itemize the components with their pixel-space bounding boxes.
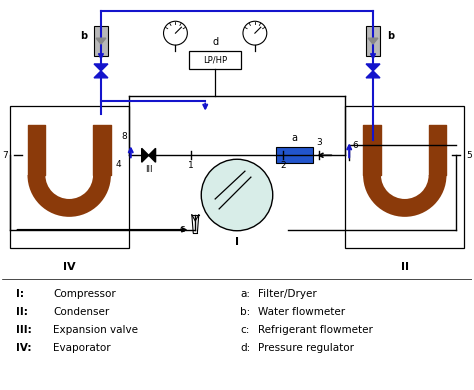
Text: c:: c:	[240, 325, 249, 335]
Text: I:: I:	[16, 289, 24, 299]
Circle shape	[201, 159, 273, 231]
Text: Pressure regulator: Pressure regulator	[258, 343, 354, 353]
Text: I: I	[235, 237, 239, 247]
Text: Expansion valve: Expansion valve	[53, 325, 138, 335]
Polygon shape	[366, 64, 380, 71]
Text: III: III	[145, 165, 152, 174]
Polygon shape	[142, 148, 149, 162]
Bar	[9, 106, 129, 248]
Bar	[276, 147, 313, 163]
Text: IV: IV	[63, 262, 75, 271]
Text: III:: III:	[16, 325, 31, 335]
Circle shape	[243, 21, 267, 45]
Text: Water flowmeter: Water flowmeter	[258, 307, 345, 317]
Text: 1: 1	[189, 161, 194, 170]
Bar	[189, 51, 241, 69]
Bar	[94, 26, 108, 56]
Text: 8: 8	[121, 132, 127, 142]
Text: 6: 6	[352, 141, 358, 150]
Text: 7: 7	[2, 151, 8, 160]
Text: b: b	[80, 31, 87, 41]
Polygon shape	[94, 64, 108, 71]
Text: Evaporator: Evaporator	[53, 343, 111, 353]
Text: 4: 4	[115, 160, 121, 169]
Bar	[366, 26, 380, 56]
Bar	[345, 106, 465, 248]
Text: 3: 3	[317, 138, 322, 147]
Polygon shape	[368, 38, 378, 44]
Text: Refrigerant flowmeter: Refrigerant flowmeter	[258, 325, 373, 335]
Wedge shape	[27, 175, 111, 217]
Text: 2: 2	[280, 161, 285, 170]
Text: d: d	[212, 37, 218, 47]
Text: 5: 5	[466, 151, 472, 160]
Circle shape	[164, 21, 187, 45]
Text: IV:: IV:	[16, 343, 31, 353]
Text: Condenser: Condenser	[53, 307, 109, 317]
Wedge shape	[363, 175, 447, 217]
Text: II: II	[401, 262, 409, 271]
Text: a: a	[292, 133, 298, 144]
Text: b:: b:	[240, 307, 250, 317]
Polygon shape	[94, 71, 108, 78]
Polygon shape	[149, 148, 155, 162]
Text: c: c	[180, 224, 185, 234]
Text: d:: d:	[240, 343, 250, 353]
Text: a:: a:	[240, 289, 250, 299]
Polygon shape	[96, 38, 106, 44]
Polygon shape	[192, 215, 199, 233]
Text: Compressor: Compressor	[53, 289, 116, 299]
Text: LP/HP: LP/HP	[203, 55, 227, 64]
Text: b: b	[387, 31, 394, 41]
Text: II:: II:	[16, 307, 27, 317]
Polygon shape	[366, 71, 380, 78]
Text: Filter/Dryer: Filter/Dryer	[258, 289, 317, 299]
